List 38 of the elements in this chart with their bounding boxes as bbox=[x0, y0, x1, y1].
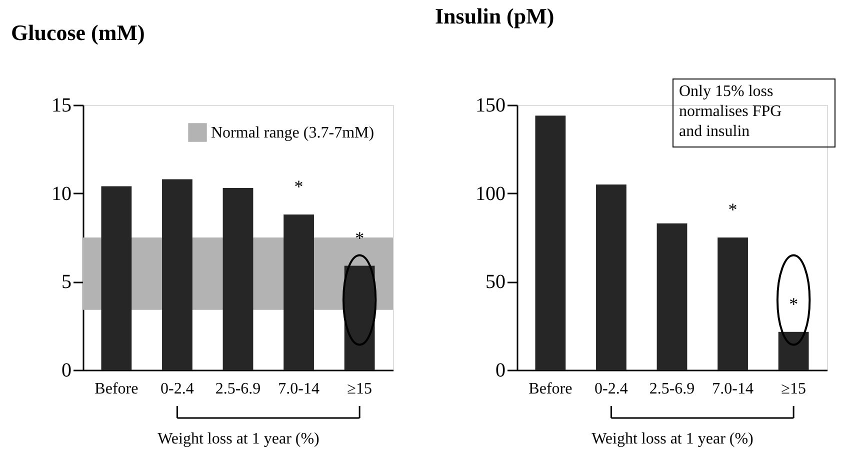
bar bbox=[222, 188, 254, 370]
bar bbox=[284, 214, 314, 370]
x-tick-label: 2.5-6.9 bbox=[215, 380, 261, 398]
bar bbox=[596, 184, 626, 370]
y-tick-label: 0 bbox=[62, 360, 72, 382]
bar bbox=[778, 332, 809, 370]
y-tick-label: 150 bbox=[476, 94, 506, 116]
y-tick-label: 50 bbox=[486, 271, 506, 294]
annotation: Only 15% loss normalises FPG and insulin bbox=[679, 83, 782, 140]
x-tick-label: Before bbox=[528, 380, 572, 398]
x-tick-label: 0-2.4 bbox=[160, 380, 194, 398]
x-tick-label: 0-2.4 bbox=[594, 380, 628, 398]
legend-label: Normal range (3.7-7mM) bbox=[211, 124, 374, 142]
annotation: * bbox=[294, 176, 304, 197]
x-tick-label: 7.0-14 bbox=[278, 380, 320, 398]
x-tick-label: ≥15 bbox=[781, 380, 806, 398]
annotation: * bbox=[728, 200, 738, 220]
y-tick-label: 5 bbox=[62, 271, 72, 294]
y-tick-label: 0 bbox=[496, 360, 506, 382]
bar bbox=[656, 223, 688, 370]
bar bbox=[162, 179, 192, 370]
x-axis-title: Weight loss at 1 year (%) bbox=[158, 430, 320, 448]
x-tick-label: 7.0-14 bbox=[712, 380, 754, 398]
y-tick-label: 15 bbox=[52, 94, 72, 116]
bar bbox=[535, 116, 566, 370]
x-tick-label: 2.5-6.9 bbox=[649, 380, 695, 398]
y-tick-label: 10 bbox=[52, 182, 72, 205]
x-tick-label: ≥15 bbox=[347, 380, 372, 398]
chart-title: Insulin (pM) bbox=[435, 4, 554, 28]
y-tick-label: 100 bbox=[476, 182, 506, 205]
x-tick-label: Before bbox=[94, 380, 138, 398]
annotation: * bbox=[789, 294, 798, 314]
x-axis-title: Weight loss at 1 year (%) bbox=[592, 430, 754, 448]
chart-title: Glucose (mM) bbox=[11, 20, 145, 45]
bar bbox=[344, 266, 375, 370]
bar bbox=[101, 186, 132, 370]
bar bbox=[718, 238, 748, 370]
annotation: * bbox=[355, 228, 364, 248]
